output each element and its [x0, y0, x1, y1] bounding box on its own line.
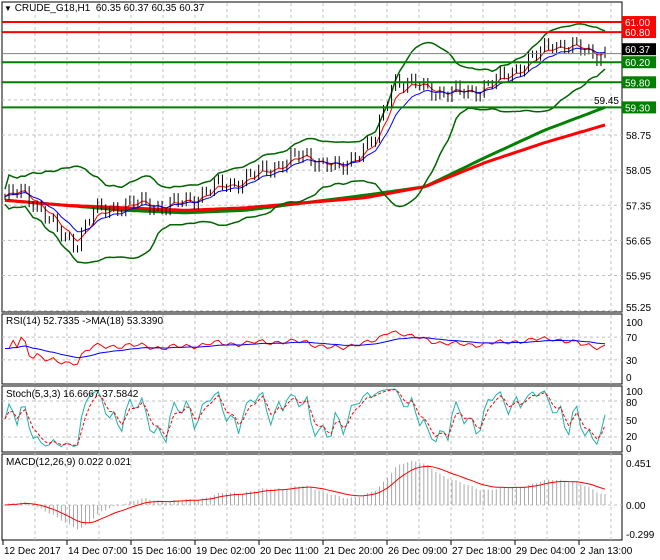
triangle-down-icon[interactable]: ▼: [4, 4, 12, 13]
stoch-tick: 100: [626, 387, 643, 398]
bollinger-upper: [4, 23, 606, 190]
price-tick-label: 55.95: [626, 272, 651, 283]
ma-fast-line: [4, 44, 606, 242]
level-label: 60.20: [625, 58, 650, 69]
level-label: 59.80: [625, 78, 650, 89]
price-tick-label: 56.65: [626, 236, 651, 247]
level-label-bg: [622, 26, 656, 39]
current-price-bg: [622, 43, 656, 56]
time-label: 2 Jan 13:00: [580, 546, 633, 557]
ohlc-values: 60.35 60.37 60.35 60.37: [95, 3, 205, 14]
time-label: 14 Dec 07:00: [68, 546, 128, 557]
rsi-label: RSI(14) 52.7335 ->MA(18) 53.3390: [6, 316, 164, 327]
panel-frame-0: [1, 1, 623, 313]
panel-frame-3: [1, 453, 623, 541]
rsi-tick: 70: [626, 333, 638, 344]
rsi-ma-line: [5, 337, 606, 359]
level-label: 60.80: [625, 28, 650, 39]
level-label: 61.00: [625, 18, 650, 29]
price-tick-label: 59.45: [594, 96, 619, 107]
level-label: 59.30: [625, 103, 650, 114]
macd-signal-line: [4, 465, 606, 524]
level-label-bg: [622, 56, 656, 69]
time-label: 21 Dec 20:00: [324, 546, 384, 557]
time-label: 26 Dec 09:00: [388, 546, 448, 557]
price-tick-label: 57.35: [626, 201, 651, 212]
stoch-tick: 0: [626, 444, 632, 455]
panel-frame-1: [1, 313, 623, 385]
stoch-label: Stoch(5,3,3) 16.6667 37.5842: [6, 389, 139, 400]
current-price-label: 60.37: [625, 45, 650, 56]
price-tick-label: 55.25: [626, 303, 651, 314]
time-label: 12 Dec 2017: [4, 546, 61, 557]
macd-tick: -0.299: [626, 530, 655, 541]
stoch-main-line: [4, 388, 606, 448]
macd-tick: 0.00: [626, 501, 646, 512]
time-label: 15 Dec 16:00: [132, 546, 192, 557]
price-tick-label: 58.75: [626, 131, 651, 142]
rsi-tick: 0: [626, 373, 632, 384]
stoch-tick: 20: [626, 432, 638, 443]
rsi-tick: 100: [626, 318, 643, 329]
ma-red-line: [4, 123, 606, 212]
time-label: 27 Dec 18:00: [452, 546, 512, 557]
chart-header: ▼ CRUDE_G18,H1 60.35 60.37 60.35 60.37: [4, 3, 204, 14]
level-label-bg: [622, 101, 656, 114]
stoch-tick: 50: [626, 416, 638, 427]
stoch-signal-line: [4, 389, 606, 446]
bollinger-lower: [4, 68, 606, 264]
symbol-label: CRUDE_G18,H1: [14, 3, 91, 14]
time-label: 20 Dec 11:00: [260, 546, 319, 557]
time-label: 29 Dec 04:00: [516, 546, 576, 557]
stoch-tick: 80: [626, 398, 638, 409]
rsi-tick: 30: [626, 356, 638, 367]
macd-label: MACD(12,26,9) 0.022 0.021: [6, 457, 132, 468]
level-label-bg: [622, 76, 656, 89]
macd-tick: 0.451: [626, 459, 651, 470]
price-tick-label: 58.05: [626, 166, 651, 177]
level-label-bg: [622, 16, 656, 29]
time-label: 19 Dec 02:00: [196, 546, 256, 557]
